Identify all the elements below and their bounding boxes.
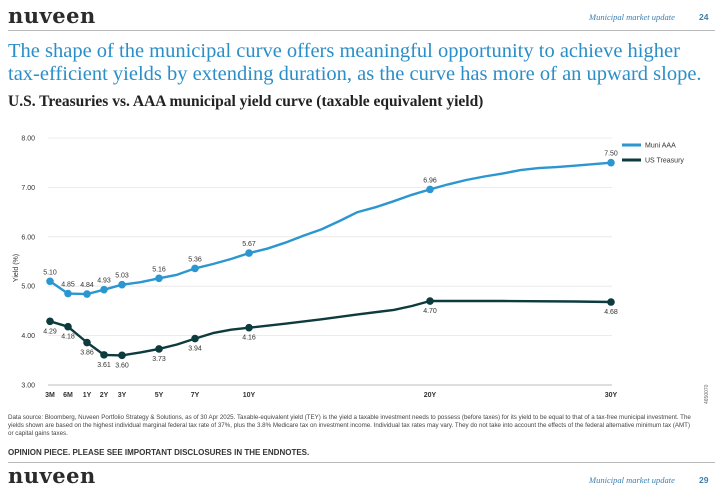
y-tick-label: 6.00 — [21, 234, 35, 241]
x-tick-label: 1Y — [83, 392, 92, 399]
data-point — [83, 338, 91, 347]
data-label: 4.85 — [61, 282, 75, 289]
data-label: 3.61 — [97, 362, 111, 369]
x-tick-label: 2Y — [100, 392, 109, 399]
chart-gridlines — [48, 137, 612, 386]
y-tick-label: 3.00 — [21, 383, 35, 390]
data-label: 4.29 — [43, 328, 57, 335]
x-tick-label: 30Y — [605, 392, 618, 399]
footer-logo: nuveen — [8, 463, 96, 488]
data-label: 3.86 — [80, 350, 94, 357]
data-point — [64, 322, 72, 331]
data-label: 3.94 — [188, 346, 202, 353]
footer-page-number: 29 — [699, 475, 709, 485]
header-page-number: 24 — [699, 12, 709, 22]
slide-headline: The shape of the municipal curve offers … — [8, 40, 702, 85]
data-point — [426, 185, 434, 194]
y-tick-label: 5.00 — [21, 284, 35, 291]
legend-label: Muni AAA — [645, 143, 676, 150]
data-label: 5.10 — [43, 269, 57, 276]
data-point — [155, 274, 163, 283]
x-tick-label: 10Y — [243, 392, 256, 399]
data-label: 3.73 — [152, 356, 166, 363]
data-point — [118, 351, 126, 360]
footer-section-label: Municipal market update — [589, 475, 675, 485]
chart-title: U.S. Treasuries vs. AAA municipal yield … — [8, 93, 484, 110]
header-section-label: Municipal market update — [589, 12, 675, 22]
data-point — [64, 289, 72, 298]
y-axis-ticks: 8.00 7.00 6.00 5.00 4.00 3.00 — [21, 136, 35, 390]
data-label: 4.16 — [242, 335, 256, 342]
series-markers: 5.10 4.85 4.844.93 5.03 5.16 5.36 5.67 6.96 7.50… — [43, 151, 618, 370]
data-label: 4.84 — [80, 282, 94, 289]
data-label: 5.03 — [115, 273, 129, 280]
x-tick-label: 7Y — [191, 392, 200, 399]
data-point — [607, 158, 615, 167]
data-point — [118, 280, 126, 289]
data-point — [100, 285, 108, 294]
x-tick-label: 20Y — [424, 392, 437, 399]
data-label: 4.68 — [604, 309, 618, 316]
data-label: 5.16 — [152, 266, 166, 273]
x-tick-label: 3Y — [118, 392, 127, 399]
header-logo: nuveen — [8, 3, 96, 28]
data-label: 5.67 — [242, 241, 256, 248]
data-point — [607, 298, 615, 306]
x-tick-label: 6M — [63, 392, 73, 399]
header-rule — [8, 30, 715, 31]
y-tick-label: 8.00 — [21, 136, 35, 143]
data-point — [245, 249, 253, 257]
yield-curve-chart: 8.00 7.00 6.00 5.00 4.00 3.00 Yield (%) 3M 6M 1… — [13, 136, 684, 400]
source-note: Data source: Bloomberg, Nuveen Portfolio… — [8, 414, 691, 437]
series-line — [49, 161, 612, 296]
x-tick-label: 3M — [45, 392, 55, 399]
x-axis-ticks: 3M 6M 1Y 2Y 3Y 5Y 7Y 10Y 20Y 30Y — [45, 392, 617, 399]
x-tick-label: 5Y — [155, 392, 164, 399]
data-label: 3.60 — [115, 362, 129, 369]
footer-rule — [8, 462, 715, 463]
data-label: 6.96 — [423, 177, 437, 184]
data-label: 5.36 — [188, 256, 202, 263]
y-axis-label: Yield (%) — [13, 254, 20, 282]
y-tick-label: 4.00 — [21, 333, 35, 340]
data-point — [100, 351, 108, 359]
chart-legend: Muni AAA US Treasury — [622, 143, 684, 165]
data-point — [191, 334, 199, 343]
series-line — [49, 299, 612, 357]
legend-label: US Treasury — [645, 158, 684, 165]
data-point — [46, 317, 54, 326]
data-point — [83, 290, 91, 298]
disclaimer: OPINION PIECE. PLEASE SEE IMPORTANT DISC… — [8, 448, 310, 457]
data-label: 4.18 — [61, 334, 75, 341]
data-point — [155, 345, 163, 353]
data-point — [191, 264, 199, 273]
side-code: 4650070 — [704, 384, 710, 404]
data-label: 7.50 — [604, 151, 618, 158]
data-point — [245, 323, 253, 332]
data-point — [46, 277, 54, 286]
data-label: 4.70 — [423, 308, 437, 315]
data-point — [426, 297, 434, 305]
series-lines — [49, 161, 612, 357]
y-tick-label: 7.00 — [21, 185, 35, 192]
data-label: 4.93 — [97, 278, 111, 285]
